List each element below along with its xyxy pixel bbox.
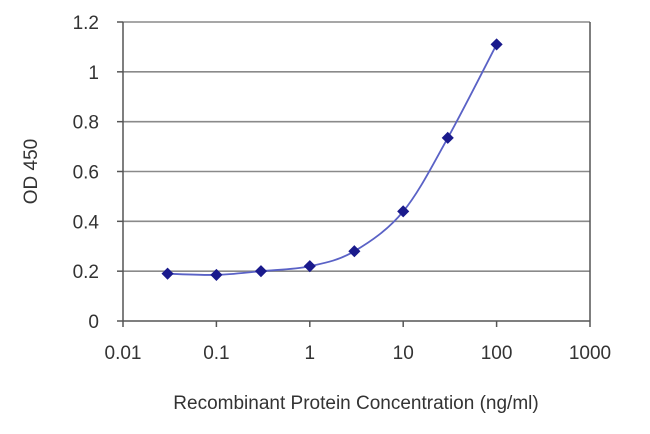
data-point <box>490 38 503 51</box>
axes <box>117 21 591 327</box>
data-point <box>397 205 410 218</box>
data-point <box>161 267 174 280</box>
x-tick-label: 0.01 <box>105 343 142 364</box>
gridlines <box>123 21 590 272</box>
x-tick-label: 10 <box>393 343 414 364</box>
data-point <box>303 260 316 273</box>
y-tick-labels: 0 0.2 0.4 0.6 0.8 1 1.2 <box>73 13 100 333</box>
x-tick-label: 100 <box>481 343 513 364</box>
data-point <box>348 245 361 258</box>
series-line-0 <box>167 43 498 276</box>
y-axis-title: OD 450 <box>21 139 42 204</box>
data-point <box>210 268 223 281</box>
data-series <box>161 38 503 281</box>
data-point <box>254 265 268 278</box>
y-tick-label: 0.4 <box>73 212 100 233</box>
x-axis-title: Recombinant Protein Concentration (ng/ml… <box>173 393 538 414</box>
y-tick-label: 0.2 <box>73 262 99 283</box>
x-tick-label: 1000 <box>569 343 611 364</box>
x-tick-labels: 0.01 0.1 1 10 100 1000 <box>105 343 612 364</box>
y-tick-label: 0 <box>88 312 99 333</box>
x-tick-label: 0.1 <box>203 343 229 364</box>
y-tick-label: 0.8 <box>73 113 99 134</box>
y-tick-label: 0.6 <box>73 163 99 184</box>
x-tick-label: 1 <box>305 343 316 364</box>
y-tick-label: 1 <box>88 63 99 84</box>
y-tick-label: 1.2 <box>73 13 99 34</box>
data-point <box>441 131 454 144</box>
